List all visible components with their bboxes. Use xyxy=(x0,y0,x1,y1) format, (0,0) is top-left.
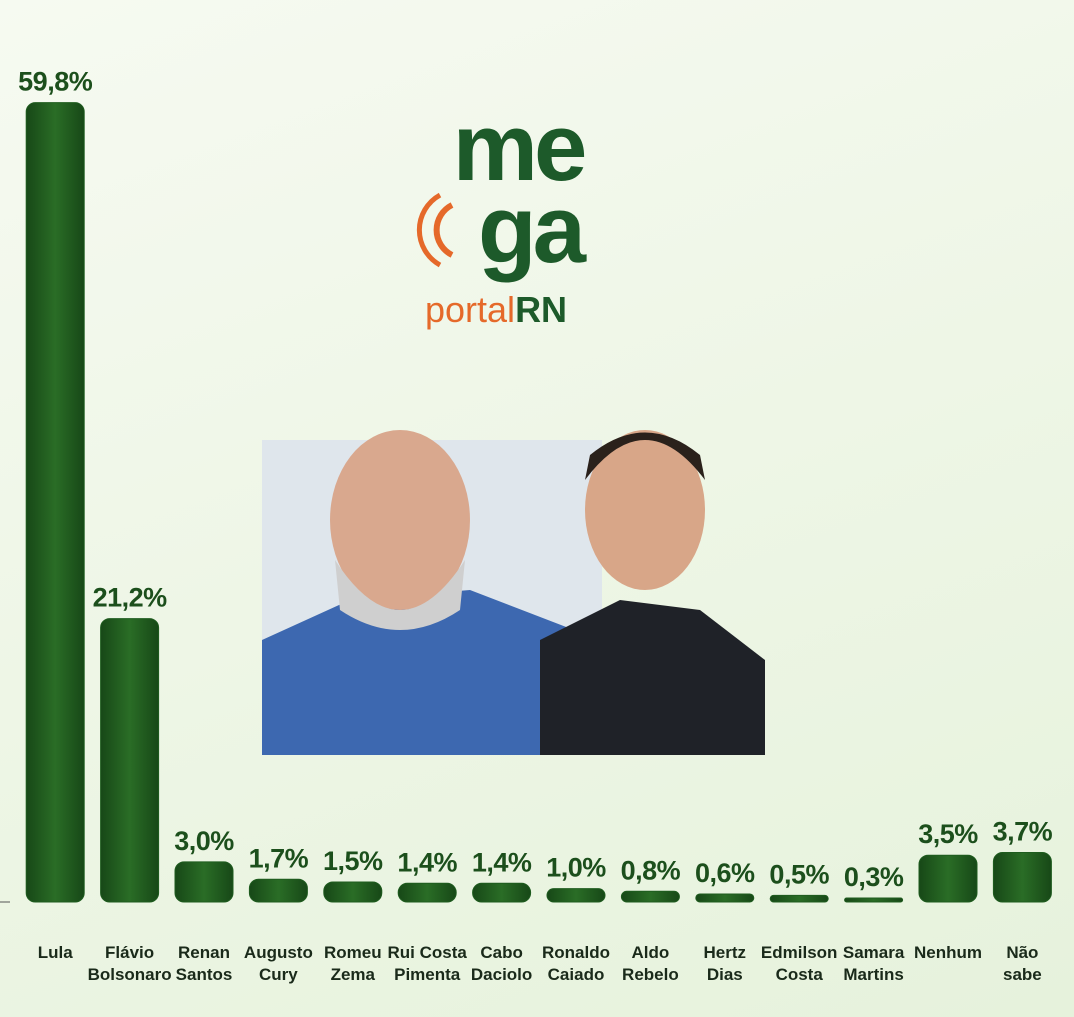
bar xyxy=(472,882,532,903)
x-tick-label: Lula xyxy=(37,943,73,962)
logo: me ga portalRN xyxy=(416,94,591,330)
value-label: 3,7% xyxy=(993,817,1053,847)
value-label: 1,5% xyxy=(323,846,383,876)
value-label: 3,0% xyxy=(174,826,234,856)
value-label: 59,8% xyxy=(18,67,93,97)
x-tick-label: Ronaldo Caiado xyxy=(542,943,610,984)
x-tick-label: Samara Martins xyxy=(842,943,905,984)
bar xyxy=(918,854,978,903)
x-tick-label: Romeu Zema xyxy=(323,943,382,984)
beard xyxy=(335,560,465,630)
x-tick-label: Hertz Dias xyxy=(703,943,747,984)
bar xyxy=(844,897,904,903)
photos xyxy=(262,430,765,755)
value-label: 1,7% xyxy=(249,843,309,873)
bar xyxy=(100,618,160,903)
hair xyxy=(585,432,705,480)
x-tick-label: Augusto Cury xyxy=(243,943,313,984)
x-tick-label: Flávio Bolsonaro xyxy=(87,943,172,984)
face xyxy=(585,430,705,590)
value-label: 1,0% xyxy=(546,853,606,883)
bar xyxy=(695,893,755,903)
bar xyxy=(397,882,457,903)
bar xyxy=(248,878,308,903)
value-label: 0,8% xyxy=(621,855,681,885)
logo-wave xyxy=(416,192,442,268)
bar xyxy=(620,890,680,903)
x-tick-label: Nenhum xyxy=(914,943,982,962)
bar xyxy=(25,102,85,903)
bar xyxy=(323,881,383,903)
value-label: 21,2% xyxy=(93,583,168,613)
logo-wave xyxy=(433,202,454,258)
x-tick-label: Cabo Daciolo xyxy=(470,943,533,984)
bar xyxy=(174,861,234,903)
logo-brand-b: RN xyxy=(515,289,567,330)
x-tick-label: Aldo Rebelo xyxy=(622,943,679,984)
x-tick-label: Rui Costa Pimenta xyxy=(387,943,467,984)
x-tick-label: Não sabe xyxy=(1003,943,1042,984)
x-tick-label: Renan Santos xyxy=(175,943,233,984)
logo-brand-a: portal xyxy=(425,289,515,330)
face xyxy=(330,430,470,610)
value-label: 1,4% xyxy=(472,847,532,877)
suit xyxy=(262,590,600,755)
value-label: 0,5% xyxy=(769,859,829,889)
value-label: 1,4% xyxy=(397,847,457,877)
value-label: 0,6% xyxy=(695,858,755,888)
logo-brand: portalRN xyxy=(425,289,567,330)
x-tick-label: Edmilson Costa xyxy=(760,943,838,984)
logo-line: me xyxy=(453,94,585,201)
bar xyxy=(546,888,606,903)
bar xyxy=(992,852,1052,903)
logo-line: ga xyxy=(478,176,587,283)
bar xyxy=(769,894,829,903)
value-label: 3,5% xyxy=(918,819,978,849)
suit xyxy=(540,600,765,755)
value-label: 0,3% xyxy=(844,862,904,892)
